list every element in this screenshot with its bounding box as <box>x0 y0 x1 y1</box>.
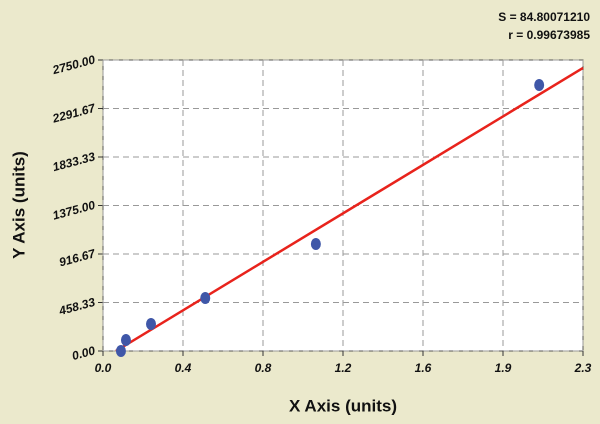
x-tick-label: 2.3 <box>574 361 592 375</box>
point <box>146 318 156 331</box>
x-tick-label: 0.4 <box>175 361 192 375</box>
point <box>120 333 131 346</box>
y-axis-title: Y Axis (units) <box>9 151 28 259</box>
x-axis-title: X Axis (units) <box>289 396 397 415</box>
stat-s: S = 84.80071210 <box>498 10 590 24</box>
point <box>200 291 211 304</box>
x-tick-label: 1.6 <box>415 361 432 375</box>
y-tick-label: 2291.67 <box>50 101 98 126</box>
y-tick-label: 916.67 <box>58 246 98 269</box>
y-tick-label: 458.33 <box>57 295 97 318</box>
point <box>115 345 126 357</box>
stat-r: r = 0.99673985 <box>508 28 590 42</box>
x-tick-label: 0.0 <box>95 361 112 375</box>
point <box>310 238 321 251</box>
y-tick-label: 1833.33 <box>51 149 97 174</box>
fit-line <box>115 66 584 353</box>
y-tick-label: 2750.00 <box>50 52 97 77</box>
y-tick-label: 1375.00 <box>51 198 97 223</box>
x-tick-label: 1.2 <box>335 361 352 375</box>
x-tick-label: 1.9 <box>495 361 512 375</box>
y-tick-label: 0.00 <box>70 343 96 363</box>
x-tick-label: 0.8 <box>255 361 272 375</box>
point <box>534 78 545 91</box>
